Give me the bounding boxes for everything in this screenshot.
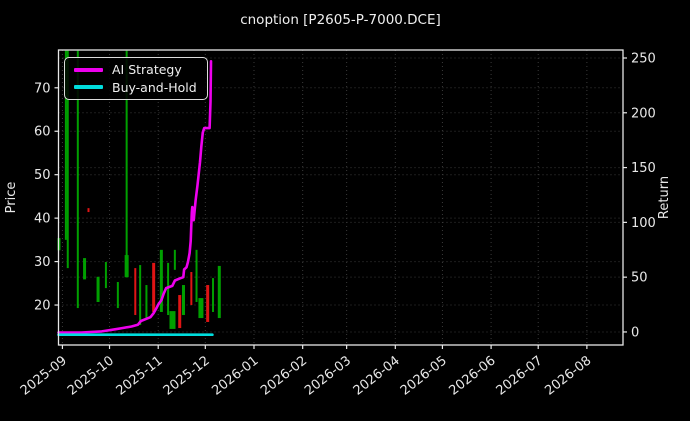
- price-bar-up: [169, 311, 176, 329]
- x-tick-label: 2026-03: [302, 353, 354, 398]
- price-bars: [57, 50, 221, 329]
- x-tick-label: 2025-12: [161, 353, 213, 398]
- y-axis-label-left: Price: [4, 182, 19, 214]
- price-bar-up: [145, 285, 148, 319]
- x-tick-label: 2026-06: [447, 353, 499, 398]
- price-bar-up: [76, 50, 79, 309]
- right-tick-label: 0: [631, 325, 639, 340]
- price-bar-down: [190, 272, 193, 306]
- left-tick-label: 70: [34, 81, 51, 96]
- chart-title: cnoption [P2605-P-7000.DCE]: [240, 12, 441, 28]
- right-tick-label: 50: [631, 271, 648, 286]
- x-tick-label: 2026-04: [351, 353, 403, 398]
- price-bar-up: [167, 262, 170, 316]
- right-tick-label: 100: [631, 216, 656, 231]
- price-bar-up: [198, 298, 204, 319]
- chart-root: 2030405060700501001502002502025-092025-1…: [18, 49, 656, 399]
- price-bar-down: [134, 268, 137, 316]
- legend-swatch: [74, 85, 103, 89]
- left-tick-label: 30: [34, 255, 51, 270]
- axis-tick-labels: 2030405060700501001502002502025-092025-1…: [18, 51, 656, 398]
- legend-item: Buy-and-Hold: [74, 80, 198, 95]
- legend-swatch: [74, 68, 103, 72]
- price-bar-up: [173, 249, 176, 270]
- legend-item: AI Strategy: [74, 62, 198, 77]
- price-bar-up: [217, 265, 221, 319]
- price-bar-up: [66, 50, 69, 269]
- left-tick-label: 50: [34, 168, 51, 183]
- axis-ticks: [54, 57, 627, 349]
- x-tick-label: 2026-02: [258, 353, 310, 398]
- x-tick-label: 2025-09: [18, 353, 70, 398]
- price-bar-up: [64, 50, 67, 240]
- price-bar-up: [181, 285, 185, 316]
- y-axis-label-right: Return: [657, 176, 672, 219]
- legend-label: AI Strategy: [112, 62, 182, 78]
- legend-label: Buy-and-Hold: [112, 79, 197, 95]
- price-bar-down: [152, 262, 156, 312]
- plot-border: [57, 49, 624, 346]
- price-bar-up: [104, 262, 107, 289]
- price-bar-up: [124, 255, 129, 278]
- x-tick-label: 2025-10: [65, 353, 117, 398]
- price-bar-up: [83, 258, 87, 280]
- price-bar-up: [125, 50, 128, 278]
- right-tick-label: 200: [631, 106, 656, 121]
- x-tick-label: 2026-08: [542, 353, 594, 398]
- left-tick-label: 40: [34, 212, 51, 227]
- x-tick-label: 2026-01: [209, 353, 261, 398]
- left-tick-label: 20: [34, 299, 51, 314]
- x-tick-label: 2026-07: [494, 353, 546, 398]
- price-bar-up: [139, 265, 142, 326]
- legend: AI Strategy Buy-and-Hold: [64, 57, 208, 100]
- x-tick-label: 2025-11: [114, 353, 166, 398]
- price-bar-down: [178, 295, 182, 329]
- price-bar-up: [96, 276, 100, 302]
- price-bar-up: [195, 249, 198, 302]
- left-tick-label: 60: [34, 125, 51, 140]
- price-bar-down: [206, 285, 210, 322]
- price-bar-down: [87, 208, 90, 213]
- series-line-ai-strategy: [57, 59, 213, 334]
- right-tick-label: 150: [631, 161, 656, 176]
- price-bar-up: [159, 249, 163, 312]
- price-bar-up: [212, 278, 215, 312]
- right-tick-label: 250: [631, 51, 656, 66]
- x-tick-label: 2026-05: [398, 353, 450, 398]
- price-bar-up: [116, 282, 119, 309]
